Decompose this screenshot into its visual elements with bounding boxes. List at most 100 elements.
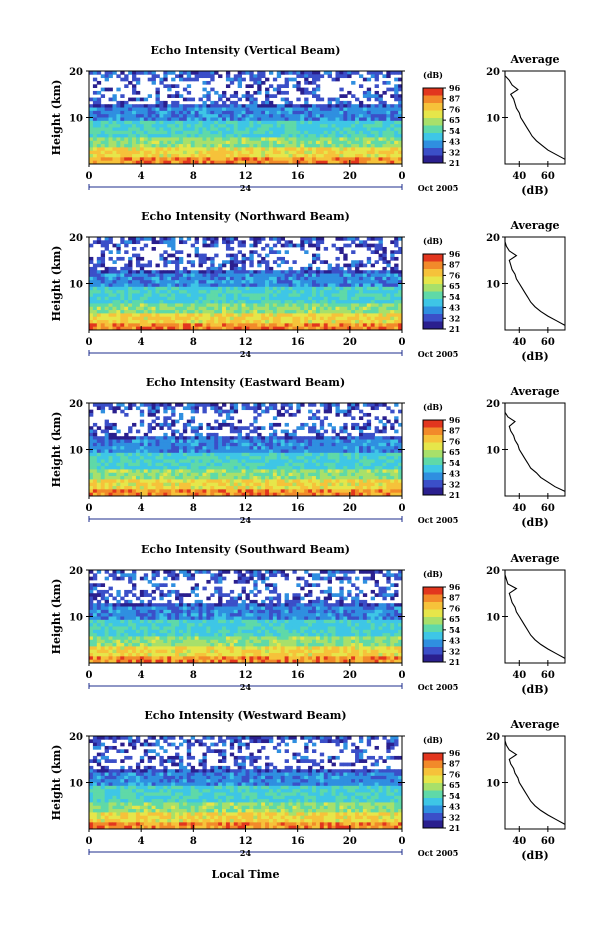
- heatmap-cell: [378, 127, 383, 132]
- heatmap-cell: [335, 100, 340, 105]
- heatmap-cell: [96, 426, 102, 430]
- heatmap-cell: [366, 449, 372, 454]
- heatmap-cell: [335, 74, 340, 79]
- heatmap-cell: [241, 306, 246, 311]
- heatmap-cell: [233, 283, 239, 288]
- heatmap-cell: [92, 432, 98, 437]
- heatmap-cell: [163, 303, 168, 308]
- heatmap-cell: [190, 154, 196, 158]
- heatmap-cell: [304, 469, 309, 474]
- heatmap-cell: [362, 403, 368, 407]
- heatmap-cell: [241, 130, 246, 135]
- heatmap-cell: [331, 270, 336, 274]
- heatmap-cell: [163, 320, 168, 324]
- heatmap-cell: [300, 137, 305, 142]
- heatmap-cell: [292, 286, 297, 291]
- heatmap-cell: [116, 466, 121, 470]
- heatmap-cell: [108, 117, 113, 122]
- heatmap-cell: [268, 276, 274, 281]
- heatmap-cell: [319, 446, 325, 450]
- heatmap-cell: [218, 154, 223, 158]
- heatmap-cell: [108, 456, 113, 460]
- heatmap-cell: [366, 456, 372, 460]
- heatmap-cell: [194, 316, 199, 321]
- heatmap-cell: [128, 104, 133, 108]
- heatmap-cell: [116, 446, 121, 450]
- heatmap-cell: [265, 276, 270, 281]
- heatmap-cell: [229, 446, 235, 450]
- heatmap-cell: [139, 150, 145, 155]
- heatmap-cell: [280, 97, 286, 102]
- heatmap-cell: [347, 140, 352, 145]
- heatmap-cell: [276, 263, 282, 268]
- heatmap-cell: [171, 114, 176, 118]
- heatmap-cell: [198, 326, 203, 331]
- heatmap-cell: [319, 237, 325, 241]
- heatmap-cell: [112, 150, 117, 155]
- heatmap-cell: [147, 462, 152, 467]
- heatmap-cell: [374, 150, 379, 155]
- heatmap-cell: [194, 114, 199, 118]
- heatmap-cell: [175, 94, 180, 98]
- heatmap-cell: [362, 320, 368, 324]
- heatmap-cell: [362, 459, 368, 464]
- heatmap-cell: [347, 412, 352, 417]
- heatmap-cell: [249, 100, 254, 105]
- heatmap-cell: [312, 124, 317, 128]
- heatmap-cell: [135, 253, 141, 258]
- heatmap-cell: [362, 426, 368, 430]
- heatmap-cell: [167, 283, 172, 288]
- heatmap-cell: [186, 462, 192, 467]
- heatmap-cell: [292, 260, 297, 264]
- heatmap-cell: [362, 157, 368, 162]
- heatmap-cell: [89, 110, 94, 115]
- heatmap-cell: [167, 406, 172, 411]
- heatmap-cell: [202, 260, 207, 264]
- heatmap-cell: [116, 320, 121, 324]
- heatmap-cell: [128, 316, 133, 321]
- heatmap-cell: [198, 157, 203, 162]
- heatmap-cell: [120, 296, 125, 301]
- heatmap-cell: [288, 134, 293, 138]
- heatmap-cell: [323, 466, 329, 470]
- heatmap-cell: [339, 286, 344, 291]
- heatmap-cell: [124, 449, 129, 454]
- heatmap-cell: [116, 124, 121, 128]
- heatmap-cell: [198, 74, 203, 79]
- heatmap-cell: [358, 144, 364, 148]
- heatmap-cell: [124, 472, 129, 477]
- heatmap-cell: [335, 310, 340, 314]
- heatmap-cell: [104, 74, 109, 79]
- heatmap-cell: [96, 110, 102, 115]
- heatmap-cell: [210, 157, 215, 162]
- heatmap-cell: [89, 134, 94, 138]
- heatmap-cell: [378, 283, 383, 288]
- heatmap-cell: [358, 306, 364, 311]
- heatmap-cell: [390, 253, 395, 258]
- heatmap-cell: [335, 326, 340, 331]
- heatmap-cell: [280, 406, 286, 411]
- heatmap-cell: [296, 84, 301, 89]
- heatmap-cell: [351, 466, 356, 470]
- heatmap-cell: [280, 154, 286, 158]
- heatmap-cell: [92, 286, 98, 291]
- heatmap-cell: [241, 436, 246, 440]
- heatmap-cell: [343, 154, 348, 158]
- heatmap-cell: [253, 237, 258, 241]
- heatmap-cell: [128, 154, 133, 158]
- heatmap-cell: [186, 260, 192, 264]
- heatmap-cell: [139, 134, 145, 138]
- heatmap-cell: [171, 452, 176, 457]
- heatmap-cell: [358, 243, 364, 248]
- heatmap-cell: [335, 160, 340, 165]
- heatmap-cell: [233, 137, 239, 142]
- heatmap-cell: [214, 300, 219, 304]
- heatmap-cell: [304, 442, 309, 447]
- heatmap-cell: [178, 130, 184, 135]
- heatmap-cell: [284, 134, 289, 138]
- heatmap-cell: [370, 403, 376, 407]
- heatmap-cell: [163, 74, 168, 79]
- heatmap-cell: [96, 283, 102, 288]
- heatmap-cell: [198, 432, 203, 437]
- heatmap-cell: [241, 107, 246, 112]
